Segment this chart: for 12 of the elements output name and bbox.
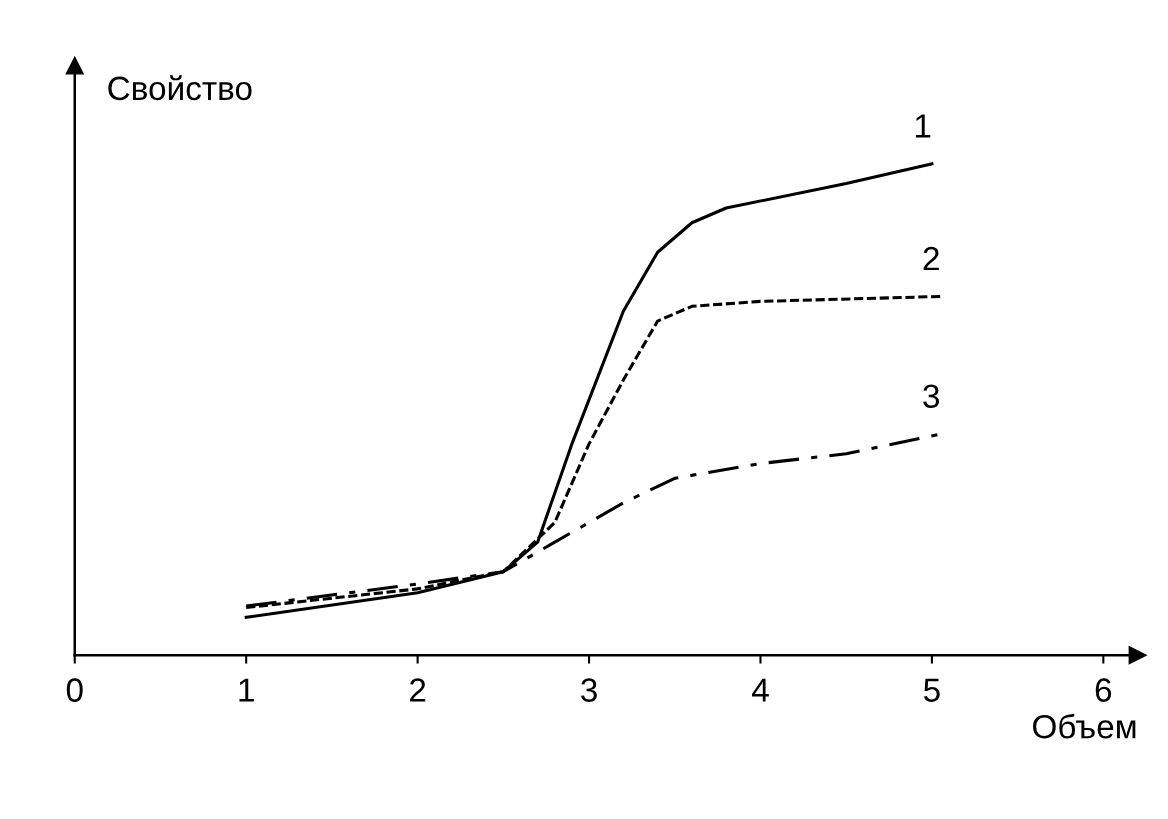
x-axis-title: Объем <box>1033 713 1136 739</box>
x-tick-label: 3 <box>581 678 597 702</box>
x-tick-label: 1 <box>239 678 254 702</box>
x-tick-label: 0 <box>66 678 83 702</box>
series-label: 1 <box>915 114 931 138</box>
x-tick-label: 2 <box>410 678 426 702</box>
y-axis-title: Свойство <box>108 75 252 101</box>
series-label: 3 <box>923 384 940 409</box>
x-tick-label: 4 <box>751 678 769 702</box>
x-tick-label: 5 <box>923 678 940 702</box>
series-label: 2 <box>923 246 939 271</box>
x-tick-label: 6 <box>1095 678 1112 702</box>
